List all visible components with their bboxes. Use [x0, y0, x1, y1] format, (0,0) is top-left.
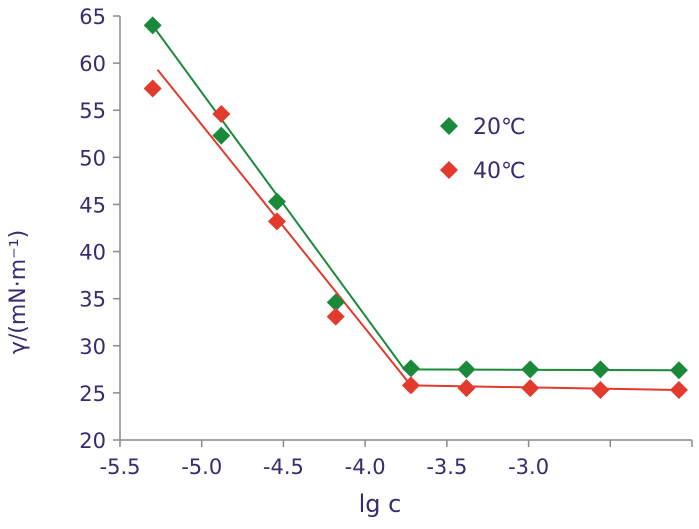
legend-marker-40c [440, 161, 458, 179]
data-point-40c [401, 376, 420, 395]
data-point-20c [457, 360, 476, 379]
data-point-20c [267, 192, 286, 211]
x-tick-label: -5.5 [100, 455, 141, 479]
y-axis-title: γ/(mN·m⁻¹) [6, 230, 31, 354]
data-point-40c [143, 79, 162, 98]
data-point-20c [669, 361, 688, 380]
axis-ticks: 20 25 30 35 40 45 50 55 60 65 -5.5 -5.0 -4.5 -4.0 -3.5… [79, 5, 693, 479]
data-point-40c [212, 104, 231, 123]
legend: 20℃ 40℃ [440, 115, 526, 184]
data-point-20c [401, 359, 420, 378]
x-tick-label: -4.0 [345, 455, 386, 479]
y-tick-label: 25 [79, 382, 106, 406]
data-point-40c [267, 212, 286, 231]
data-point-20c [326, 293, 345, 312]
data-point-40c [457, 379, 476, 398]
fit-lines [151, 24, 679, 392]
legend-marker-20c [440, 117, 458, 135]
x-tick-label: -3.0 [508, 455, 549, 479]
x-axis-title: lg c [359, 490, 402, 518]
x-tick-label: -5.0 [181, 455, 222, 479]
y-tick-label: 65 [79, 5, 106, 29]
y-tick-label: 40 [79, 241, 106, 265]
data-point-40c [521, 379, 540, 398]
data-point-40c [669, 381, 688, 400]
data-point-20c [212, 126, 231, 145]
data-point-20c [143, 16, 162, 35]
y-tick-label: 50 [79, 146, 106, 170]
y-tick-label: 45 [79, 193, 106, 217]
data-point-40c [591, 381, 610, 400]
data-point-40c [326, 307, 345, 326]
x-tick-label: -4.5 [263, 455, 304, 479]
axes [119, 16, 692, 441]
legend-label-20c: 20℃ [473, 115, 526, 140]
fit-line-20c [151, 24, 679, 372]
data-point-20c [521, 360, 540, 379]
data-points [143, 16, 688, 400]
y-tick-label: 20 [79, 429, 106, 453]
y-tick-label: 55 [79, 99, 106, 123]
y-tick-label: 30 [79, 335, 106, 359]
y-tick-label: 35 [79, 288, 106, 312]
y-tick-label: 60 [79, 52, 106, 76]
fit-line-40c [156, 69, 679, 392]
legend-label-40c: 40℃ [473, 159, 526, 184]
data-point-20c [591, 360, 610, 379]
x-tick-label: -3.5 [426, 455, 467, 479]
